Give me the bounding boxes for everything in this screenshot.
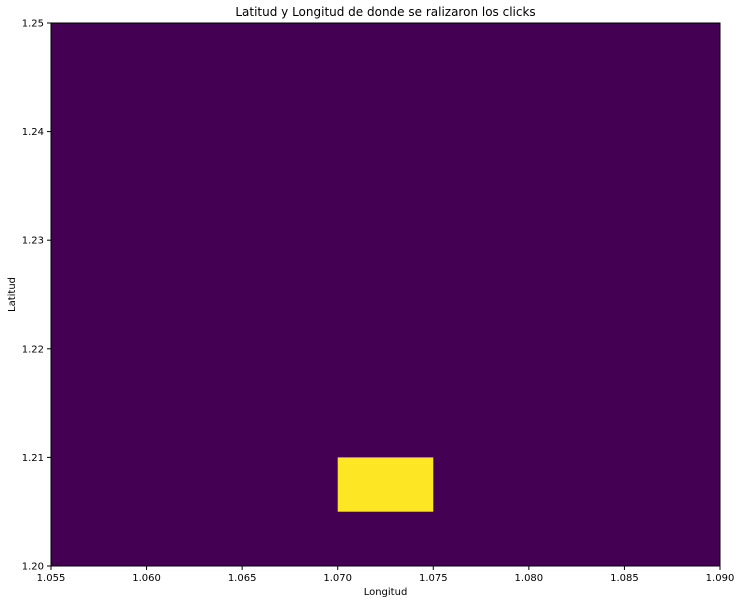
x-tick-label: 1.075: [419, 573, 448, 584]
x-tick-label: 1.080: [515, 573, 544, 584]
x-tick-label: 1.060: [132, 573, 161, 584]
plot-frame: [50, 22, 721, 567]
heatmap-cells: [337, 457, 434, 512]
x-tick-label: 1.065: [228, 573, 257, 584]
x-tick-label: 1.085: [610, 573, 639, 584]
x-axis: 1.055 1.060 1.065 1.070 1.075 1.080 1.085 1.090: [37, 566, 735, 584]
y-tick-label: 1.21: [22, 453, 44, 464]
x-tick-label: 1.070: [323, 573, 352, 584]
y-tick-label: 1.24: [22, 127, 44, 138]
y-tick-label: 1.20: [22, 562, 44, 573]
y-axis-label: Latitud: [7, 277, 18, 312]
x-axis-label: Longitud: [364, 587, 408, 598]
y-tick-label: 1.23: [22, 236, 44, 247]
y-tick-label: 1.22: [22, 344, 44, 355]
y-axis: 1.20 1.21 1.22 1.23 1.24 1.25: [22, 19, 51, 573]
x-tick-label: 1.090: [706, 573, 735, 584]
chart-title: Latitud y Longitud de donde se ralizaron…: [235, 5, 535, 19]
x-tick-label: 1.055: [37, 573, 66, 584]
y-tick-label: 1.25: [22, 19, 44, 30]
heatmap-cell: [337, 457, 434, 512]
